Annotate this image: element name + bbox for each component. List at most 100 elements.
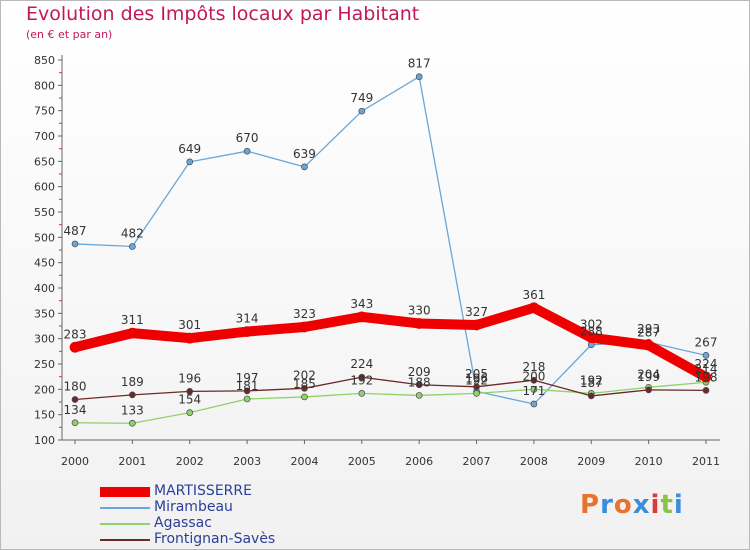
- data-label-martisserre: 314: [236, 312, 259, 326]
- data-label-martisserre: 343: [350, 297, 373, 311]
- y-tick-label: 100: [34, 434, 55, 447]
- data-label-mirambeau: 171: [522, 384, 545, 398]
- data-label-mirambeau: 639: [293, 147, 316, 161]
- data-point-martisserre: [413, 318, 425, 329]
- data-point-frontignan-sav-s: [702, 386, 710, 394]
- data-label-martisserre: 283: [64, 327, 87, 341]
- data-label-mirambeau: 487: [64, 224, 87, 238]
- data-label-agassac: 214: [695, 362, 718, 376]
- y-tick-label: 700: [34, 130, 55, 143]
- data-point-martisserre: [643, 339, 654, 351]
- proxiti-logo: Proxiti: [580, 490, 684, 520]
- data-label-agassac: 200: [522, 369, 545, 383]
- y-tick-label: 800: [34, 79, 55, 92]
- y-tick-label: 150: [34, 409, 55, 422]
- data-label-agassac: 185: [293, 377, 316, 391]
- x-tick-label: 2003: [233, 455, 261, 468]
- data-point-martisserre: [127, 327, 138, 339]
- data-point-frontignan-sav-s: [530, 376, 538, 384]
- data-label-frontignan-sav-s: 209: [408, 365, 431, 379]
- legend-label-martisserre: MARTISSERRE: [154, 483, 252, 499]
- data-label-frontignan-sav-s: 202: [293, 368, 316, 382]
- logo-letter: x: [632, 490, 651, 520]
- data-point-agassac: [243, 395, 251, 403]
- data-point-agassac: [71, 419, 79, 427]
- data-point-frontignan-sav-s: [358, 373, 366, 381]
- data-point-frontignan-sav-s: [645, 386, 652, 394]
- data-point-mirambeau: [702, 352, 710, 359]
- data-point-frontignan-sav-s: [301, 384, 308, 392]
- y-tick-label: 300: [34, 333, 55, 346]
- data-label-agassac: 192: [465, 373, 488, 387]
- data-label-frontignan-sav-s: 198: [695, 370, 718, 384]
- x-tick-label: 2005: [348, 455, 376, 468]
- logo-letter: o: [613, 490, 633, 520]
- legend-swatch-mirambeau: [100, 507, 150, 509]
- y-tick-label: 200: [34, 383, 55, 396]
- data-point-agassac: [301, 393, 308, 401]
- data-point-frontignan-sav-s: [71, 396, 79, 403]
- data-label-agassac: 188: [408, 375, 431, 389]
- legend-label-frontignan-saves: Frontignan-Savès: [154, 531, 276, 547]
- data-point-agassac: [129, 419, 136, 427]
- data-point-martisserre: [241, 326, 253, 337]
- x-tick-label: 2009: [577, 455, 605, 468]
- data-label-frontignan-sav-s: 199: [637, 370, 660, 384]
- data-label-martisserre: 361: [522, 288, 545, 302]
- data-point-mirambeau: [129, 243, 136, 250]
- series-line-mirambeau: [74, 76, 707, 405]
- data-point-mirambeau: [530, 400, 538, 408]
- data-label-agassac: 192: [580, 373, 603, 387]
- logo-letter: t: [660, 490, 674, 520]
- data-point-agassac: [530, 385, 538, 393]
- data-label-agassac: 154: [178, 393, 201, 407]
- data-point-martisserre: [69, 341, 81, 353]
- x-tick-label: 2011: [692, 455, 720, 468]
- data-label-mirambeau: 267: [695, 335, 718, 349]
- data-point-martisserre: [700, 371, 712, 383]
- x-tick-label: 2008: [520, 455, 548, 468]
- data-point-agassac: [473, 390, 480, 397]
- x-tick-label: 2010: [635, 455, 663, 468]
- x-tick-label: 2007: [463, 455, 491, 468]
- data-point-mirambeau: [71, 240, 79, 248]
- data-label-martisserre: 327: [465, 305, 488, 319]
- data-label-agassac: 134: [64, 403, 87, 417]
- chart-subtitle: (en € et par an): [26, 28, 113, 41]
- series-line-frontignan-sav-s: [74, 376, 707, 401]
- y-tick-label: 400: [34, 282, 55, 295]
- data-label-martisserre: 287: [637, 325, 660, 339]
- data-label-mirambeau: 749: [350, 91, 373, 105]
- x-tick-label: 2001: [118, 455, 146, 468]
- data-point-frontignan-sav-s: [415, 381, 423, 389]
- y-tick-label: 600: [34, 181, 55, 194]
- data-point-mirambeau: [415, 73, 423, 81]
- data-label-frontignan-sav-s: 205: [465, 367, 488, 381]
- x-tick-label: 2000: [61, 455, 89, 468]
- logo-letter: i: [650, 490, 661, 520]
- series-line-martisserre: [70, 302, 711, 383]
- data-point-mirambeau: [243, 147, 251, 155]
- data-label-frontignan-sav-s: 218: [522, 360, 545, 374]
- y-tick-label: 450: [34, 257, 55, 270]
- data-label-agassac: 181: [236, 379, 259, 393]
- data-label-mirambeau: 288: [580, 325, 603, 339]
- data-point-martisserre: [471, 319, 482, 331]
- data-point-mirambeau: [358, 107, 366, 115]
- data-point-mirambeau: [186, 158, 194, 166]
- data-label-frontignan-sav-s: 189: [121, 375, 144, 389]
- data-label-martisserre: 330: [408, 303, 431, 317]
- data-point-agassac: [358, 390, 366, 397]
- legend-label-agassac: Agassac: [154, 515, 212, 531]
- data-point-frontignan-sav-s: [473, 383, 480, 391]
- data-point-agassac: [186, 409, 194, 416]
- data-point-agassac: [415, 392, 423, 399]
- data-label-frontignan-sav-s: 197: [236, 371, 259, 385]
- data-label-agassac: 133: [121, 403, 144, 417]
- data-point-martisserre: [299, 321, 310, 333]
- data-label-agassac: 192: [350, 373, 373, 387]
- x-tick-label: 2002: [176, 455, 204, 468]
- data-label-mirambeau: 670: [236, 131, 259, 145]
- data-label-mirambeau: 649: [178, 142, 201, 156]
